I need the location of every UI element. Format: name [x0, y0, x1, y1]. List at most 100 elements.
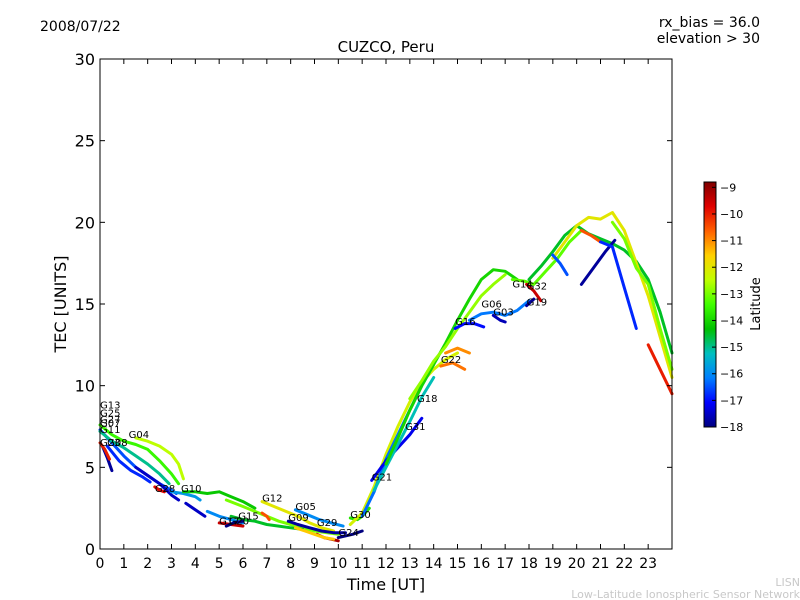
y-tick-label: 30	[75, 50, 95, 69]
tec-track-3	[98, 423, 181, 486]
x-tick-label: 5	[215, 556, 224, 572]
satellite-label-g15: G15	[238, 512, 258, 523]
satellite-label-g21: G21	[372, 472, 392, 483]
tec-track-42	[551, 253, 569, 277]
x-tick-label: 3	[167, 556, 176, 572]
tec-track-40	[527, 224, 674, 355]
x-axis: 0 1 2 3 4 5 6 7 8 9 10 11 12 13 14 15 16 17 18 19 20 21 22 23	[96, 59, 657, 572]
satellite-label-g03: G03	[493, 307, 513, 318]
tec-track-41	[551, 211, 674, 379]
credit-line-1: LISN	[775, 576, 800, 589]
x-tick-label: 9	[310, 556, 319, 572]
tec-track-35	[467, 299, 531, 322]
colorbar-tick-label: −14	[720, 314, 743, 327]
x-tick-label: 10	[329, 556, 347, 572]
y-tick-label: 5	[85, 458, 95, 477]
colorbar-tick-label: −17	[720, 394, 743, 407]
satellite-label-g11: G11	[100, 425, 120, 436]
tec-track-4	[98, 429, 171, 486]
satellite-label-g05: G05	[295, 502, 315, 513]
tec-track-17	[224, 519, 245, 528]
tec-track-33	[444, 346, 471, 355]
satellite-label-g08: G08	[107, 438, 127, 449]
x-tick-label: 15	[449, 556, 467, 572]
satellite-label-g09: G09	[288, 513, 308, 524]
y-tick-label: 25	[75, 132, 95, 151]
colorbar-label: Latitude	[749, 277, 764, 331]
x-tick-label: 19	[544, 556, 562, 572]
satellite-label-g06: G06	[481, 299, 501, 310]
tec-track-22	[260, 511, 271, 522]
colorbar-ticks: −9 −10 −11 −12 −13 −14 −15 −16 −17 −18	[712, 181, 743, 434]
series-layer	[98, 211, 674, 543]
y-axis: 0 5 10 15 20 25 30	[75, 50, 672, 559]
y-tick-label: 10	[75, 377, 95, 396]
satellite-label-g25: G25	[100, 409, 120, 420]
tec-track-19	[293, 508, 345, 528]
colorbar-tick-label: −12	[720, 261, 743, 274]
x-tick-label: 13	[401, 556, 419, 572]
tec-track-5	[134, 436, 185, 481]
tec-track-45	[599, 240, 638, 330]
tec-track-12	[181, 490, 257, 510]
satellite-label-g19: G19	[527, 298, 547, 309]
x-tick-label: 11	[353, 556, 371, 572]
tec-track-11	[184, 501, 207, 518]
y-tick-label: 0	[85, 540, 95, 559]
colorbar-tick-label: −15	[720, 341, 743, 354]
x-tick-label: 6	[239, 556, 248, 572]
satellite-label-g12: G12	[262, 494, 282, 505]
rx-bias-label: rx_bias = 36.0	[659, 15, 760, 31]
satellite-label-g32: G32	[527, 281, 547, 292]
satellite-label-g14: G14	[512, 280, 532, 291]
y-axis-label: TEC [UNITS]	[51, 256, 70, 354]
satellite-label-g24: G24	[338, 528, 358, 539]
x-tick-label: 20	[568, 556, 586, 572]
colorbar	[703, 181, 717, 428]
x-tick-label: 16	[472, 556, 490, 572]
satellite-label-g22: G22	[441, 355, 461, 366]
colorbar-tick-label: −10	[720, 208, 743, 221]
x-tick-label: 8	[286, 556, 295, 572]
elevation-label: elevation > 30	[657, 31, 760, 47]
x-tick-label: 14	[425, 556, 443, 572]
satellite-label-g13: G13	[100, 401, 120, 412]
tec-track-36	[491, 313, 507, 324]
satellite-label-g04: G04	[129, 430, 149, 441]
tec-track-20	[286, 519, 347, 535]
x-tick-label: 21	[592, 556, 610, 572]
tec-track-32	[439, 361, 467, 371]
satellite-label-g29: G29	[317, 518, 337, 529]
x-tick-label: 4	[191, 556, 200, 572]
satellite-label-g31: G31	[405, 422, 425, 433]
tec-track-29	[372, 376, 436, 492]
satellite-label-g18: G18	[417, 394, 437, 405]
tec-track-6	[98, 441, 111, 461]
y-tick-label: 20	[75, 213, 95, 232]
satellite-label-g27: G27	[100, 415, 120, 426]
tec-track-44	[579, 229, 602, 244]
tec-track-39	[525, 297, 536, 308]
x-tick-label: 2	[143, 556, 152, 572]
colorbar-tick-label: −13	[720, 288, 743, 301]
tec-track-47	[610, 220, 674, 371]
tec-track-8	[134, 465, 181, 502]
x-tick-label: 0	[96, 556, 105, 572]
tec-track-23	[293, 526, 336, 541]
tec-track-14	[229, 514, 305, 531]
x-axis-label: Time [UT]	[346, 575, 425, 594]
satellite-label-g16: G16	[455, 317, 475, 328]
x-tick-label: 18	[520, 556, 538, 572]
colorbar-tick-label: −18	[720, 421, 743, 434]
x-tick-label: 22	[615, 556, 633, 572]
satellite-label-g07: G07	[100, 419, 120, 430]
date-label: 2008/07/22	[40, 19, 121, 35]
satellite-label-g28: G28	[155, 484, 175, 495]
satellite-label-g10: G10	[181, 484, 201, 495]
tec-track-37	[510, 229, 583, 286]
tec-track-34	[453, 322, 486, 330]
satellite-label-g30: G30	[350, 510, 370, 521]
y-tick-label: 15	[75, 295, 95, 314]
tec-track-18	[260, 500, 336, 533]
